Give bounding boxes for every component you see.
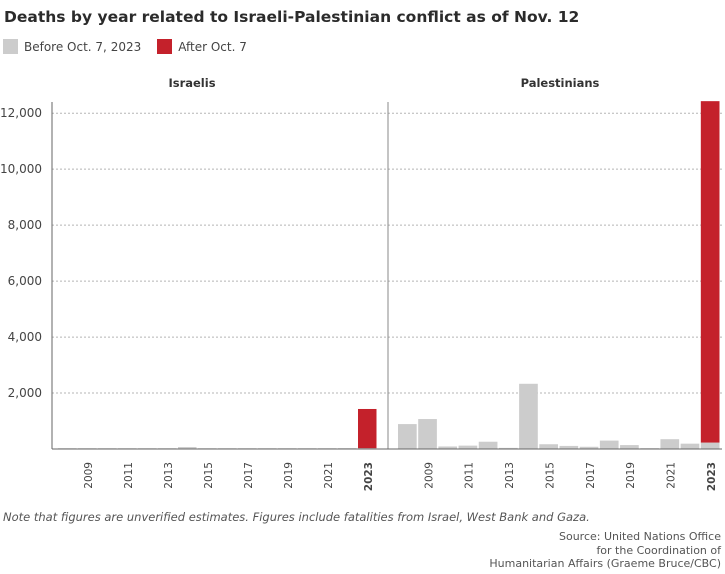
y-tick-label: 8,000 (8, 218, 42, 232)
x-tick-label: 2015 (203, 462, 215, 489)
chart-note: Note that figures are unverified estimat… (3, 510, 590, 524)
panel-title: Israelis (168, 76, 215, 90)
bar-after (358, 408, 377, 449)
legend-label-before: Before Oct. 7, 2023 (24, 39, 142, 54)
legend-swatch-after (157, 39, 173, 54)
legend-item-before: Before Oct. 7, 2023 (3, 39, 141, 54)
x-tick-label: 2011 (464, 462, 476, 489)
bar-before (438, 446, 458, 449)
source-line-1: Source: United Nations Office (559, 530, 721, 543)
bar-before (478, 441, 498, 449)
x-tick-label: 2013 (163, 462, 175, 489)
bar-before (599, 440, 619, 449)
x-tick-label: 2013 (504, 462, 516, 489)
y-tick-label: 2,000 (8, 386, 42, 400)
source-line-3: Humanitarian Affairs (Graeme Bruce/CBC) (489, 557, 721, 570)
bar-after (700, 101, 720, 443)
chart-title: Deaths by year related to Israeli-Palest… (4, 8, 580, 26)
chart-source: Source: United Nations Office for the Co… (489, 530, 721, 571)
bar-before (418, 419, 437, 449)
bar-before (539, 444, 558, 449)
x-tick-label: 2015 (544, 462, 556, 489)
bar-before (498, 447, 518, 449)
bar-before (398, 424, 417, 449)
bar-before (620, 445, 639, 449)
bar-before (458, 445, 478, 449)
y-tick-label: 6,000 (8, 274, 42, 288)
legend-label-after: After Oct. 7 (178, 39, 247, 54)
x-tick-label: 2019 (625, 462, 637, 489)
x-tick-label: 2009 (83, 462, 95, 489)
legend: Before Oct. 7, 2023 After Oct. 7 (3, 39, 263, 54)
panel-title: Palestinians (521, 76, 600, 90)
x-tick-label: 2023 (363, 462, 375, 491)
bar-before (680, 443, 700, 449)
x-tick-label: 2011 (123, 462, 135, 489)
x-tick-label: 2009 (423, 462, 435, 489)
x-tick-label: 2017 (585, 462, 597, 489)
y-tick-label: 12,000 (0, 106, 42, 120)
x-tick-label: 2019 (283, 462, 295, 489)
y-tick-label: 4,000 (8, 330, 42, 344)
y-tick-label: 10,000 (0, 162, 42, 176)
legend-item-after: After Oct. 7 (157, 39, 247, 54)
x-tick-label: 2021 (323, 462, 335, 489)
bar-before (519, 383, 538, 449)
bar-before (579, 446, 599, 449)
x-tick-label: 2021 (666, 462, 678, 489)
bar-before (700, 442, 720, 449)
legend-swatch-before (3, 39, 18, 54)
x-tick-label: 2017 (243, 462, 255, 489)
source-line-2: for the Coordination of (596, 543, 721, 557)
bar-before (660, 439, 680, 449)
x-tick-label: 2023 (706, 462, 718, 491)
bar-before (178, 447, 197, 449)
bar-before (559, 445, 579, 449)
